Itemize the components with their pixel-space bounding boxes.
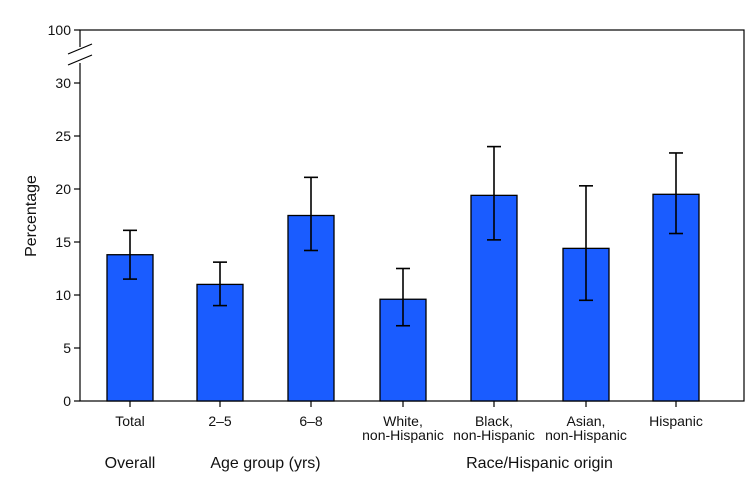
- y-tick-label: 5: [63, 340, 71, 356]
- x-tick-label: Black, non-Hispanic: [453, 413, 535, 443]
- group-label: Age group (yrs): [210, 455, 320, 472]
- y-tick-label: 100: [48, 22, 72, 38]
- group-label: Race/Hispanic origin: [466, 455, 613, 472]
- x-tick-label: Asian, non-Hispanic: [545, 413, 627, 443]
- x-tick-label: White, non-Hispanic: [362, 413, 444, 443]
- x-tick-label: Hispanic: [649, 413, 703, 429]
- axis-break-line: [67, 43, 93, 55]
- x-tick-label: 6–8: [299, 413, 323, 429]
- y-tick-label: 0: [63, 393, 71, 409]
- axes: 0 5 10 15 20 25 30 100 Total 2–5 6–8 White, non-Hisp…: [48, 22, 703, 472]
- y-tick-label: 10: [55, 287, 71, 303]
- y-tick-label: 25: [55, 128, 71, 144]
- x-tick-label: 2–5: [208, 413, 232, 429]
- y-tick-label: 30: [55, 75, 71, 91]
- group-label: Overall: [105, 455, 156, 472]
- bars: [106, 145, 700, 402]
- y-axis-label: Percentage: [23, 175, 40, 257]
- y-tick-label: 20: [55, 181, 71, 197]
- y-tick-label: 15: [55, 234, 71, 250]
- axis-break-line: [67, 54, 93, 66]
- x-tick-label: Total: [115, 413, 145, 429]
